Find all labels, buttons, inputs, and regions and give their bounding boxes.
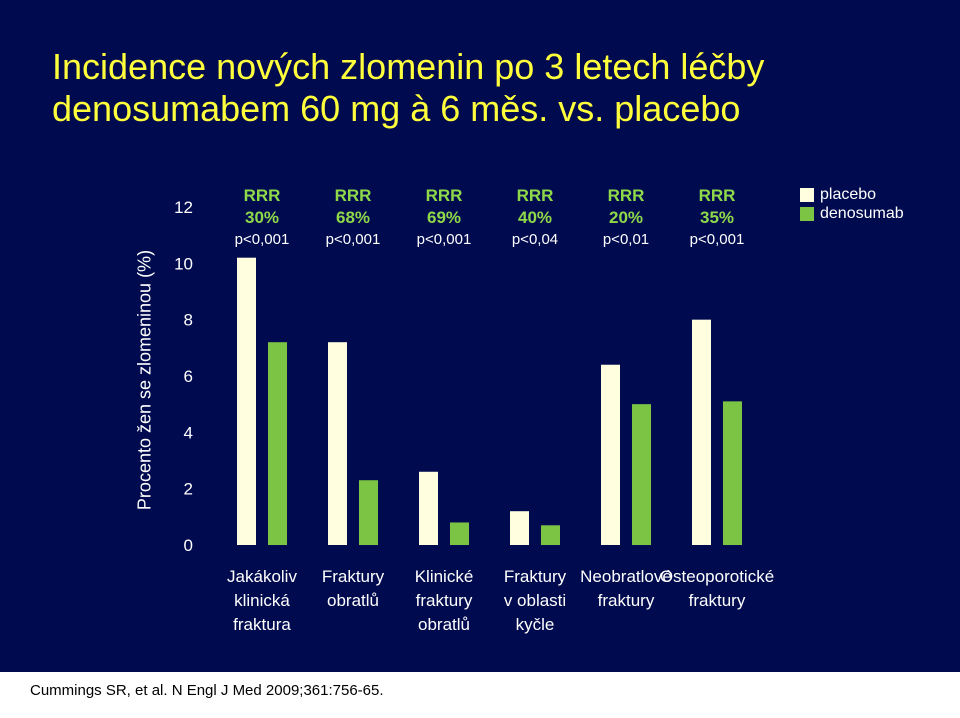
category-label-line: Klinické — [414, 567, 474, 586]
y-tick-label: 2 — [184, 480, 193, 499]
y-tick-label: 0 — [184, 536, 193, 555]
p-value: p<0,001 — [234, 231, 290, 248]
category-label: Osteoporotické fraktury — [647, 565, 787, 613]
rrr-annotation: RRR 35% p<0,001 — [662, 185, 772, 251]
category-label-line: Fraktury — [503, 567, 567, 586]
footer: Cummings SR, et al. N Engl J Med 2009;36… — [0, 670, 960, 718]
rrr-annotation: RRR 69% p<0,001 — [389, 185, 499, 251]
rrr-label: RRR — [243, 186, 281, 205]
y-tick-label: 6 — [184, 367, 193, 386]
p-value: p<0,001 — [689, 231, 745, 248]
category-label-line: Jakákoliv — [227, 567, 297, 586]
p-value: p<0,01 — [602, 231, 650, 248]
category-label-line: fraktura — [233, 615, 291, 634]
rrr-label: RRR — [607, 186, 645, 205]
category-label: Jakákoliv klinická fraktura — [192, 565, 332, 637]
rrr-label: RRR — [516, 186, 554, 205]
category-label-line: klinická — [234, 591, 290, 610]
y-tick-label: 4 — [184, 423, 193, 442]
category-label-line: fraktury — [415, 591, 473, 610]
citation: Cummings SR, et al. N Engl J Med 2009;36… — [30, 682, 384, 699]
y-tick-label: 10 — [174, 254, 193, 273]
bar-placebo-0 — [237, 257, 256, 545]
category-label-line: obratlů — [327, 591, 379, 610]
p-value: p<0,001 — [325, 231, 381, 248]
bar-denosumab-4 — [632, 404, 651, 545]
category-label: Klinické fraktury obratlů — [374, 565, 514, 637]
page-title: Incidence nových zlomenin po 3 letech lé… — [52, 46, 932, 130]
legend-item-placebo: placebo — [800, 185, 904, 204]
rrr-label: RRR — [698, 186, 736, 205]
category-label-line: Fraktury — [321, 567, 385, 586]
rrr-annotation: RRR 20% p<0,01 — [571, 185, 681, 251]
rrr-value: 20% — [608, 208, 644, 227]
category-label-line: fraktury — [688, 591, 746, 610]
rrr-value: 35% — [699, 208, 735, 227]
rrr-annotation: RRR 68% p<0,001 — [298, 185, 408, 251]
legend-swatch-placebo — [800, 187, 814, 202]
rrr-annotation: RRR 40% p<0,04 — [480, 185, 590, 251]
y-tick-label: 12 — [174, 198, 193, 217]
legend-item-denosumab: denosumab — [800, 204, 904, 223]
title-line-1: Incidence nových zlomenin po 3 letech lé… — [52, 46, 765, 87]
legend-label-placebo: placebo — [820, 185, 877, 203]
legend-label-denosumab: denosumab — [820, 204, 904, 222]
category-label: Fraktury obratlů — [283, 565, 423, 613]
bar-denosumab-1 — [359, 480, 378, 545]
rrr-value: 69% — [426, 208, 462, 227]
legend: placebo denosumab — [800, 185, 904, 223]
p-value: p<0,04 — [511, 231, 559, 248]
title-line-2: denosumabem 60 mg à 6 měs. vs. placebo — [52, 88, 741, 129]
bar-placebo-5 — [692, 319, 711, 545]
category-label-line: fraktury — [597, 591, 655, 610]
y-tick-label: 8 — [184, 311, 193, 330]
category-label: Neobratlové fraktury — [556, 565, 696, 613]
p-value: p<0,001 — [416, 231, 472, 248]
bar-placebo-1 — [328, 342, 347, 545]
bar-placebo-2 — [419, 471, 438, 545]
rrr-label: RRR — [425, 186, 463, 205]
bar-denosumab-2 — [450, 522, 469, 545]
category-label: Fraktury v oblasti kyčle — [465, 565, 605, 637]
category-label-line: kyčle — [515, 615, 555, 634]
rrr-value: 68% — [335, 208, 371, 227]
category-label-line: v oblasti — [503, 591, 567, 610]
rrr-annotation: RRR 30% p<0,001 — [207, 185, 317, 251]
rrr-label: RRR — [334, 186, 372, 205]
bar-placebo-3 — [510, 511, 529, 545]
rrr-value: 40% — [517, 208, 553, 227]
category-label-line: Osteoporotické — [659, 567, 775, 586]
bar-denosumab-3 — [541, 525, 560, 545]
rrr-value: 30% — [244, 208, 280, 227]
category-label-line: obratlů — [418, 615, 470, 634]
legend-swatch-denosumab — [800, 206, 814, 221]
bar-placebo-4 — [601, 364, 620, 545]
bar-denosumab-5 — [723, 401, 742, 545]
category-label-line: Neobratlové — [580, 567, 672, 586]
bar-denosumab-0 — [268, 342, 287, 545]
